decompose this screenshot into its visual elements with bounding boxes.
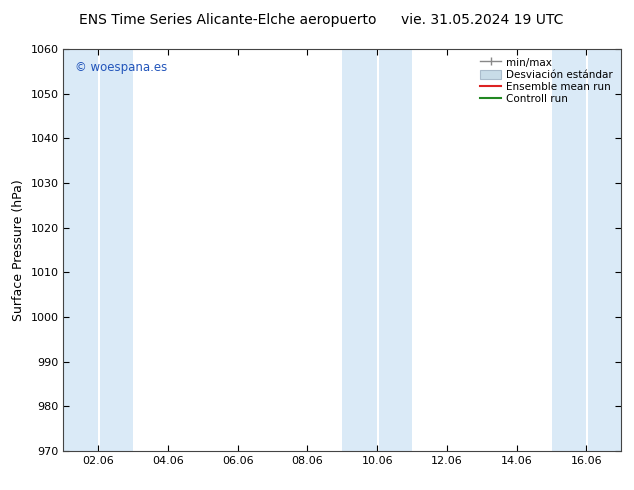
Text: ENS Time Series Alicante-Elche aeropuerto: ENS Time Series Alicante-Elche aeropuert… (79, 13, 377, 26)
Bar (63, 49, 98, 451)
Bar (588, 49, 621, 451)
Bar (100, 49, 133, 451)
Legend: min/max, Desviación estándar, Ensemble mean run, Controll run: min/max, Desviación estándar, Ensemble m… (477, 54, 616, 108)
Text: © woespana.es: © woespana.es (75, 61, 167, 74)
Bar (379, 49, 412, 451)
Bar (552, 49, 586, 451)
Y-axis label: Surface Pressure (hPa): Surface Pressure (hPa) (12, 179, 25, 321)
Text: vie. 31.05.2024 19 UTC: vie. 31.05.2024 19 UTC (401, 13, 563, 26)
Bar (342, 49, 377, 451)
